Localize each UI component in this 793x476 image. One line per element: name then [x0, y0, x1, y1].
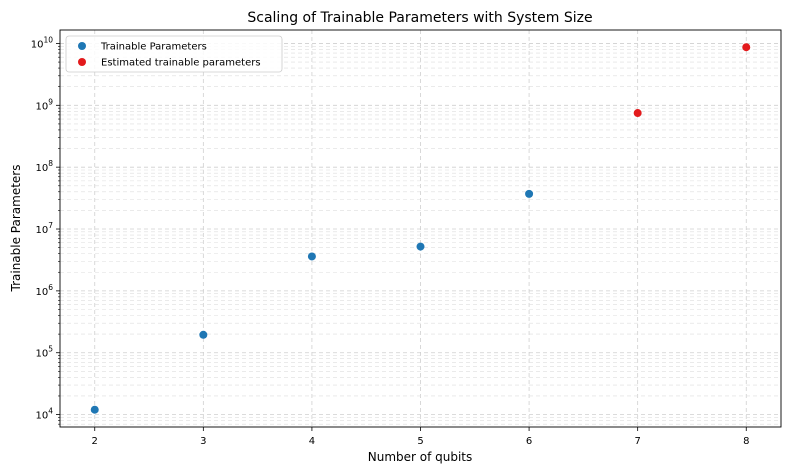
y-tick-label: 108 [35, 159, 53, 174]
grid-lines [60, 30, 781, 427]
trainable-parameters-point [525, 189, 534, 198]
chart-title: Scaling of Trainable Parameters with Sys… [247, 10, 592, 26]
plot-area-frame [59, 29, 782, 428]
y-tick-label: 105 [35, 345, 53, 360]
y-tick-label: 106 [35, 283, 53, 298]
y-tick-label: 107 [35, 221, 53, 236]
estimated-parameters-point [633, 109, 642, 118]
x-tick-label: 4 [309, 436, 315, 447]
legend-label-trainable: Trainable Parameters [100, 42, 207, 53]
y-tick-label: 104 [35, 407, 53, 422]
x-axis-label: Number of qubits [368, 450, 473, 464]
trainable-parameters-point [199, 330, 208, 339]
x-tick-label: 6 [526, 436, 532, 447]
legend-label-estimated: Estimated trainable parameters [101, 58, 261, 69]
estimated-parameters-point [742, 43, 751, 52]
legend-marker-estimated [78, 58, 86, 66]
x-tick-label: 2 [92, 436, 98, 447]
trainable-parameters-point [416, 242, 425, 251]
x-tick-label: 5 [417, 436, 423, 447]
y-axis-label: Trainable Parameters [9, 165, 23, 293]
y-tick-label: 109 [35, 97, 53, 112]
trainable-parameters-point [90, 405, 99, 414]
x-tick-label: 3 [200, 436, 206, 447]
trainable-parameters-point [307, 252, 316, 261]
x-tick-label: 7 [634, 436, 640, 447]
y-tick-label: 1010 [31, 35, 54, 50]
legend-box [65, 35, 283, 73]
legend-marker-trainable [78, 42, 86, 50]
legend: Trainable Parameters Estimated trainable… [65, 35, 283, 73]
x-tick-label: 8 [743, 436, 749, 447]
data-points [90, 43, 751, 414]
axis-ticks: 2 3 4 5 6 7 8 104 105 106 107 108 109 1010 [31, 35, 750, 447]
